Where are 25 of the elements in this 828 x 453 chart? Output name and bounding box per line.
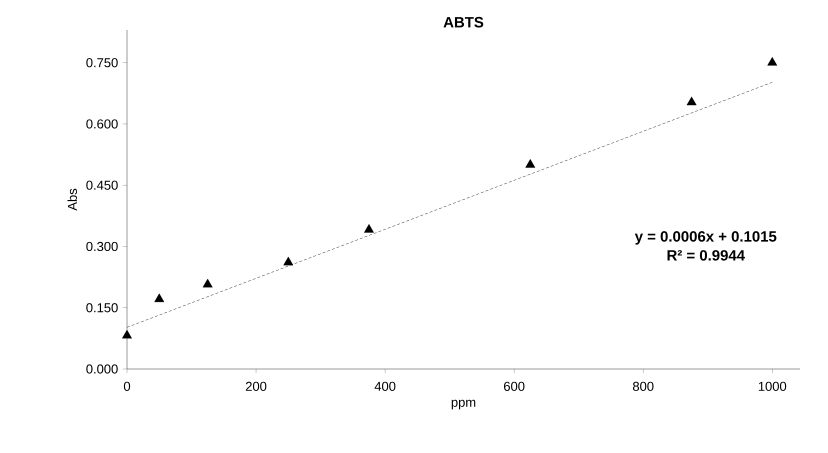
x-tick-label: 600 (504, 382, 524, 391)
y-tick-label: 0.450 (86, 180, 118, 190)
y-tick-label: 0.300 (86, 242, 118, 252)
point (283, 256, 294, 266)
point (686, 96, 697, 106)
point (767, 56, 778, 66)
annotation: R² = 0.9944 (668, 250, 745, 261)
x-axis-title: ppm (452, 400, 476, 410)
y-tick-label: 0.600 (86, 119, 118, 129)
point (122, 330, 132, 338)
point (525, 159, 536, 168)
x-tick-label: 0 (124, 382, 130, 391)
y-axis-title: Abs (67, 188, 77, 211)
x-tick-label: 200 (246, 382, 266, 391)
x-tick-label: 400 (374, 382, 396, 391)
point (154, 293, 164, 302)
chart-title: ABTS (444, 16, 484, 28)
point (202, 278, 213, 288)
y-tick-label: 0.750 (86, 58, 118, 68)
y-tick-label: 0.000 (86, 364, 118, 374)
x-tick-label: 1000 (758, 382, 786, 391)
y-tick-label: 0.150 (86, 303, 118, 312)
point (364, 224, 374, 233)
x-tick-label: 800 (632, 382, 654, 391)
annotation: y = 0.0006x + 0.1015 (634, 231, 776, 245)
